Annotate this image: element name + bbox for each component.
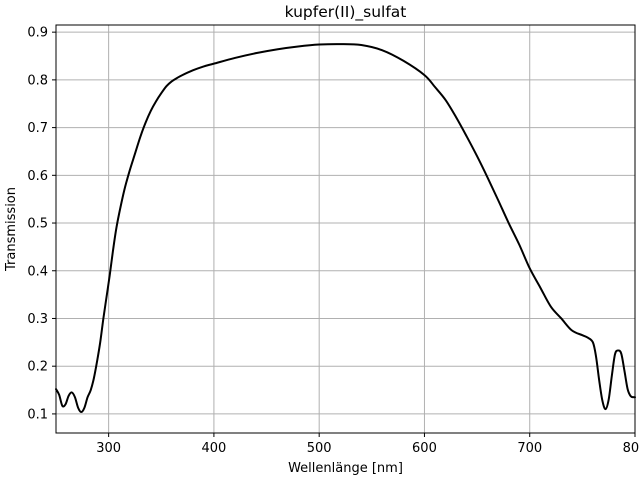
y-tick-label: 0.7 <box>27 121 48 136</box>
y-tick-label: 0.3 <box>27 312 48 327</box>
x-tick-label: 300 <box>96 441 121 456</box>
ticks: 300 400 500 600 700 800 0.1 0.2 0.3 0.4 0.5 0.6 0.7 0… <box>27 26 640 456</box>
x-tick-label: 600 <box>412 441 437 456</box>
y-tick-label: 0.2 <box>27 360 48 375</box>
y-tick-label: 0.5 <box>27 217 48 232</box>
series-layer <box>55 43 636 413</box>
grid-lines <box>56 25 636 433</box>
chart-title: kupfer(II)_sulfat <box>285 3 407 22</box>
series-line-0 <box>55 43 636 413</box>
x-tick-label: 700 <box>517 441 542 456</box>
y-tick-label: 0.8 <box>27 73 48 88</box>
plot-frame <box>55 24 636 434</box>
y-tick-label: 0.4 <box>27 264 48 279</box>
x-tick-label: 400 <box>201 441 226 456</box>
x-tick-label: 800 <box>623 441 640 456</box>
y-tick-label: 0.6 <box>27 169 48 184</box>
y-tick-label: 0.1 <box>27 407 48 422</box>
x-axis-label: Wellenlänge [nm] <box>288 461 403 476</box>
y-axis-label: Transmission <box>4 187 19 272</box>
y-tick-label: 0.9 <box>27 26 48 41</box>
x-tick-label: 500 <box>307 441 332 456</box>
